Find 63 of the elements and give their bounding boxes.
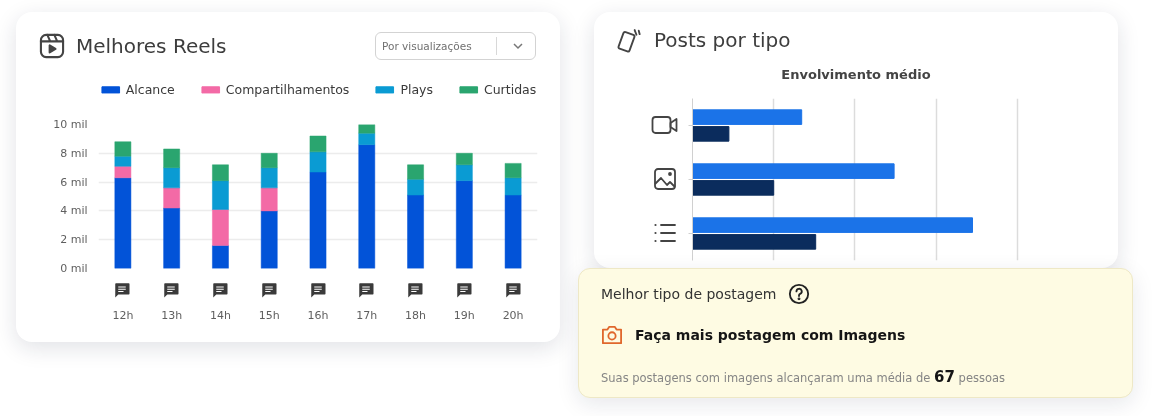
x-tick-label: 19h [453,308,475,322]
x-tick-label: 17h [356,308,378,322]
bar [212,180,229,210]
bar [504,194,522,269]
y-tick-label: 0 mil [60,262,88,275]
x-tick-label: 13h [161,308,183,322]
bar [407,194,424,269]
x-tick-label: 14h [209,308,231,322]
bar [692,163,895,179]
bar [212,209,229,246]
bar [358,124,376,134]
bar [456,164,473,181]
bar [456,153,473,166]
legend-label: Plays [400,81,433,97]
bar [692,234,817,250]
x-tick-label: 18h [405,308,427,322]
bar [212,245,229,269]
bar [212,164,229,181]
bar [163,187,180,209]
bar [114,155,132,167]
chart-title: Melhores Reels [76,32,227,60]
bar [114,141,132,157]
bar [114,166,132,179]
text: Melhor tipo de postagem [601,285,777,304]
chart-subtitle: Envolvimento médio [780,65,932,84]
bar [504,163,522,179]
bar [309,171,327,269]
bar [692,217,973,233]
bar [692,126,730,142]
bar [163,148,180,168]
y-tick-label: 6 mil [60,175,88,189]
y-tick-label: 4 mil [60,204,88,218]
chart-title: Posts por tipo [654,26,791,54]
bar [692,180,775,196]
bar [692,109,803,125]
x-tick-label: 16h [307,308,329,322]
y-tick-label: 10 mil [53,118,88,131]
bar [260,153,278,168]
x-tick-label: 12h [112,308,134,322]
legend-label: Alcance [125,81,175,97]
x-tick-label: 20h [502,308,524,322]
legend-label: Compartilhamentos [225,81,350,97]
text: Suas postagens com imagens alcançaram uma média de 67 pessoas [601,367,1007,388]
bar [260,187,278,212]
bar [456,180,473,269]
text: Faça mais postagem com Imagens [635,326,906,345]
bar [358,132,376,145]
bar [163,167,180,189]
bar [260,210,278,269]
bar [114,177,132,269]
bar [358,144,376,269]
bar [260,167,278,189]
bar [163,207,180,269]
bar [309,151,327,173]
legend-label: Curtidas [483,81,537,97]
bar [504,177,522,196]
text: Por visualizações [382,38,473,54]
y-tick-label: 8 mil [60,146,88,160]
bar [407,178,424,196]
bar [309,135,327,153]
x-tick-label: 15h [258,308,280,322]
bar [407,164,424,180]
y-tick-label: 2 mil [60,233,88,247]
